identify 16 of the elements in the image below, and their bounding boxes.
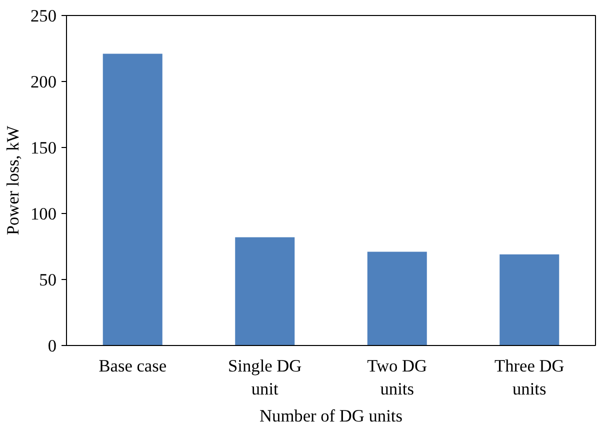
y-tick-label: 200 (30, 72, 57, 92)
y-axis-title: Power loss, kW (4, 125, 23, 236)
x-axis-title: Number of DG units (260, 406, 403, 426)
y-tick-label: 100 (30, 204, 57, 224)
y-tick-label: 250 (30, 6, 57, 26)
y-tick-label: 0 (48, 336, 57, 356)
x-tick-label: Three DG units (494, 356, 564, 398)
x-tick-label: Base case (98, 356, 167, 376)
bar (500, 254, 560, 346)
y-tick-label: 150 (30, 138, 57, 158)
bar (235, 237, 295, 346)
bar (367, 252, 427, 346)
bar (102, 54, 162, 346)
y-tick-label: 50 (39, 270, 56, 290)
x-tick-label: Two DG units (367, 356, 428, 398)
x-tick-label: Single DG unit (228, 356, 302, 398)
